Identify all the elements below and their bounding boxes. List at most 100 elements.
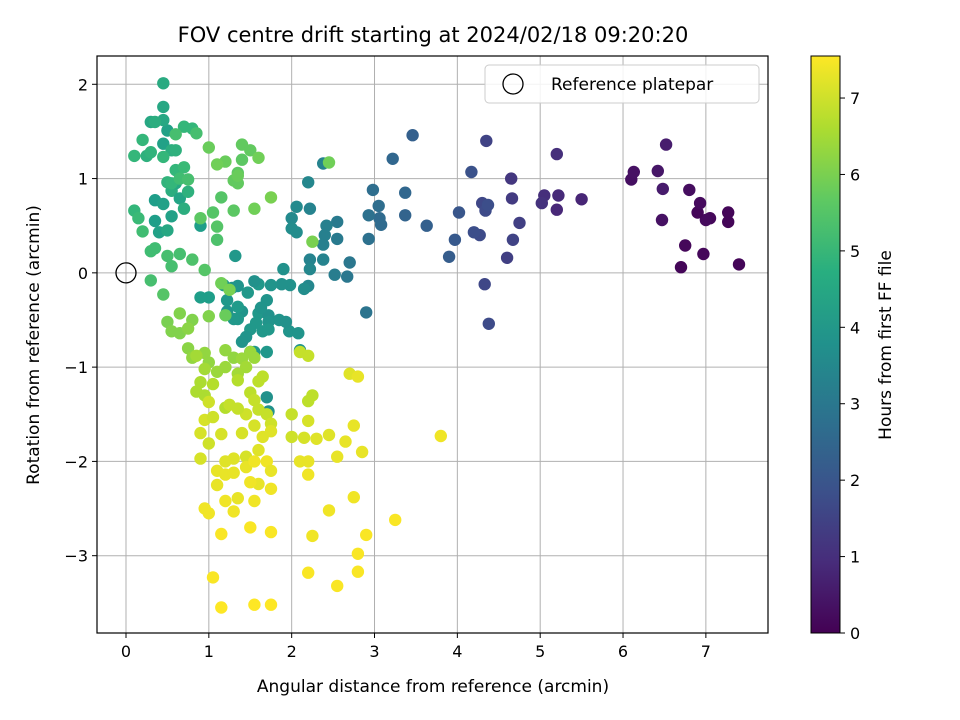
data-point: [317, 238, 330, 251]
data-point: [500, 251, 514, 264]
colorbar-tick-label: 5: [850, 242, 860, 261]
data-point: [227, 204, 240, 217]
data-point: [219, 309, 232, 322]
data-point: [227, 466, 240, 479]
data-point: [366, 183, 380, 197]
x-tick-label: 3: [369, 642, 379, 661]
colorbar-tick-label: 7: [850, 89, 860, 108]
data-point: [434, 429, 447, 443]
data-point: [697, 247, 710, 261]
data-point: [482, 317, 495, 330]
data-point: [343, 256, 356, 269]
data-point: [235, 153, 249, 166]
data-point: [173, 192, 186, 205]
data-point: [219, 494, 232, 508]
data-point: [550, 203, 563, 216]
data-point: [297, 282, 311, 296]
data-point: [231, 492, 244, 505]
data-point: [210, 220, 224, 233]
x-tick-label: 1: [204, 642, 214, 661]
data-point: [248, 393, 261, 407]
y-tick-label: 1: [78, 170, 88, 189]
colorbar-gradient: [810, 55, 841, 634]
y-tick-label: 2: [78, 75, 88, 94]
data-point: [339, 435, 352, 448]
data-point: [206, 377, 220, 391]
data-point: [136, 225, 149, 238]
y-tick-label: −2: [64, 452, 88, 471]
data-point: [264, 464, 278, 477]
data-point: [303, 262, 317, 276]
data-point: [693, 196, 707, 210]
data-point: [229, 249, 242, 263]
data-point: [732, 258, 746, 271]
data-point: [186, 253, 199, 266]
data-point: [227, 505, 240, 518]
chart-title: FOV centre drift starting at 2024/02/18 …: [178, 23, 689, 47]
data-point: [656, 182, 669, 196]
data-point: [260, 391, 273, 404]
data-point: [467, 226, 481, 239]
reference-platepar-marker: [115, 262, 137, 284]
data-point: [552, 189, 565, 202]
data-point: [478, 278, 491, 291]
data-point: [248, 455, 261, 468]
data-point: [190, 127, 203, 140]
data-point: [157, 137, 170, 150]
data-point: [318, 228, 331, 242]
data-point: [219, 455, 232, 468]
data-point: [161, 249, 174, 263]
data-point: [248, 494, 261, 508]
data-point: [252, 443, 265, 457]
data-point: [215, 601, 228, 614]
data-point: [465, 165, 478, 179]
data-point: [231, 300, 244, 313]
data-point: [674, 261, 688, 274]
data-point: [328, 268, 341, 281]
y-axis-ticks: −3 −2 −1 0 1 2: [64, 75, 97, 566]
data-point: [215, 527, 228, 541]
colorbar-label: Hours from first FF file: [876, 250, 896, 440]
x-tick-label: 4: [452, 642, 462, 661]
data-point: [481, 198, 495, 212]
data-point: [157, 100, 170, 114]
data-point: [173, 247, 186, 261]
data-point: [535, 196, 548, 210]
colorbar-tick-label: 6: [850, 165, 860, 184]
data-point: [241, 286, 254, 299]
data-point: [260, 345, 273, 359]
colorbar-tick-label: 1: [850, 548, 860, 567]
data-point: [505, 172, 518, 185]
data-point: [302, 176, 315, 189]
data-point: [292, 327, 305, 340]
data-point: [389, 513, 402, 527]
data-point: [202, 395, 215, 409]
data-point: [264, 425, 278, 438]
data-point: [194, 376, 207, 389]
data-point: [374, 218, 388, 231]
data-point: [169, 144, 182, 157]
data-point: [248, 598, 261, 611]
data-point: [198, 362, 211, 376]
data-point: [244, 521, 257, 534]
data-point: [480, 134, 493, 148]
data-point: [231, 374, 244, 387]
data-point: [505, 192, 519, 205]
data-point: [210, 478, 224, 492]
data-point: [360, 306, 373, 319]
data-point: [347, 419, 360, 432]
data-point: [223, 283, 236, 296]
data-point: [206, 206, 220, 219]
data-point: [165, 260, 178, 273]
data-point: [177, 202, 191, 215]
data-point: [303, 202, 317, 215]
data-point: [317, 253, 330, 266]
data-point: [169, 128, 182, 141]
data-point: [331, 232, 344, 246]
data-point: [244, 476, 257, 489]
plot-frame: [96, 55, 769, 634]
data-point: [260, 408, 273, 421]
data-point: [448, 233, 462, 246]
data-point: [275, 278, 288, 291]
data-point: [655, 213, 669, 227]
